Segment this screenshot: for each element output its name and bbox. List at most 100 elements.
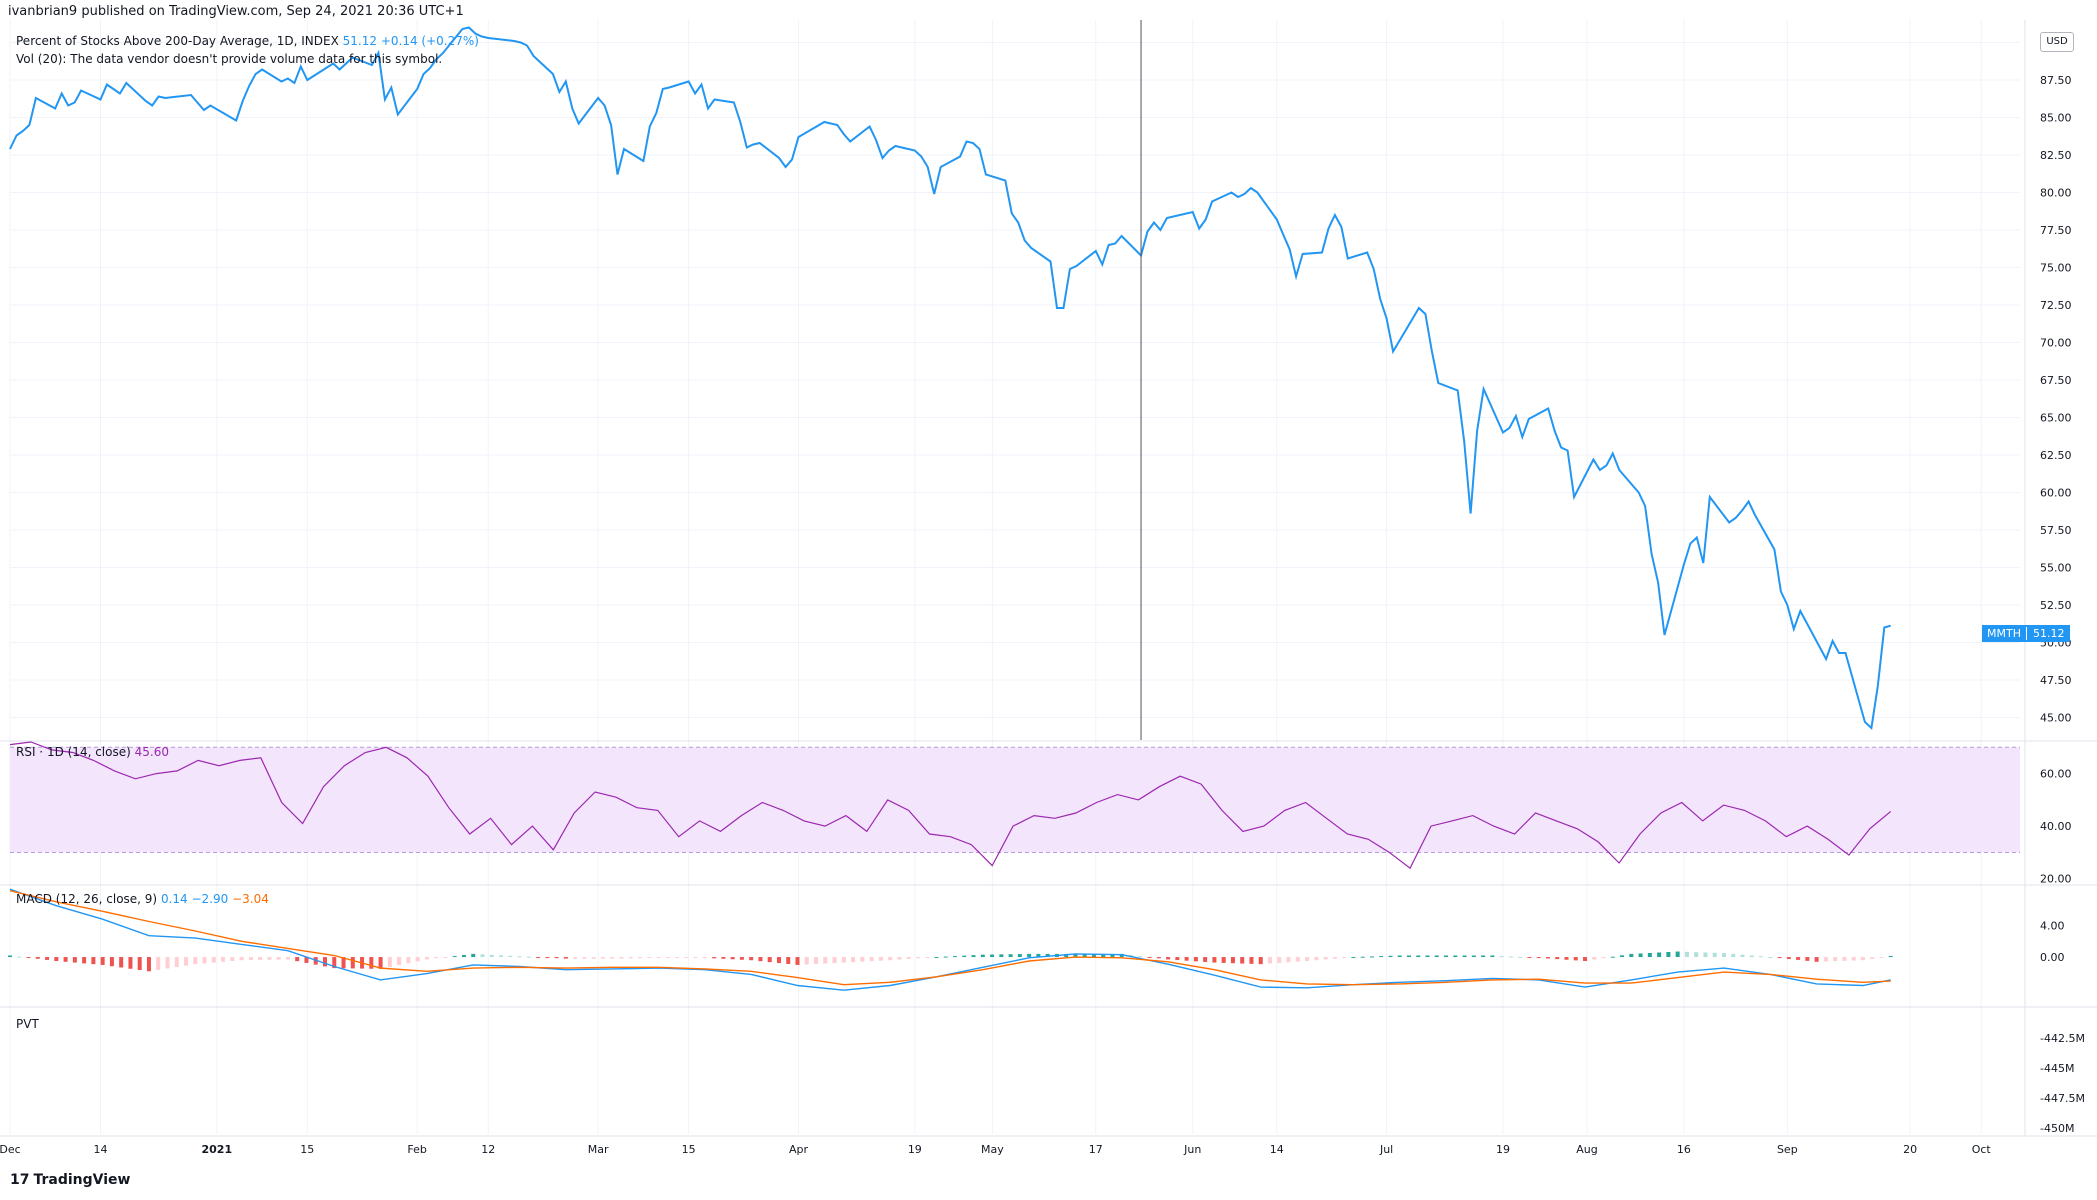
time-tick-label: Mar — [588, 1143, 609, 1156]
macd-histogram-bar — [202, 957, 207, 964]
macd-histogram-bar — [461, 955, 466, 958]
macd-histogram-bar — [26, 957, 31, 959]
macd-histogram-bar — [1397, 955, 1402, 958]
time-tick-label: Sep — [1777, 1143, 1798, 1156]
rsi-tick-label: 20.00 — [2040, 873, 2072, 886]
macd-histogram-bar — [962, 955, 967, 958]
macd-histogram-bar — [943, 956, 948, 958]
macd-histogram-bar — [267, 957, 272, 960]
time-tick-label: 15 — [682, 1143, 696, 1156]
macd-histogram-bar — [702, 957, 707, 959]
currency-button[interactable]: USD — [2040, 32, 2074, 52]
main-legend-change: +0.14 (+0.27%) — [380, 34, 479, 48]
macd-histogram-bar — [1545, 957, 1550, 959]
macd-histogram-bar — [109, 957, 114, 967]
macd-histogram-bar — [1823, 957, 1828, 962]
macd-histogram-bar — [1156, 957, 1161, 959]
macd-histogram-bar — [536, 957, 541, 959]
macd-histogram-bar — [1629, 953, 1634, 958]
macd-histogram-bar — [1536, 957, 1541, 959]
macd-histogram-bar — [610, 957, 615, 959]
macd-histogram-bar — [990, 954, 995, 958]
macd-histogram-bar — [100, 957, 105, 965]
macd-histogram-bar — [693, 957, 698, 959]
rsi-legend[interactable]: RSI · 1D (14, close) 45.60 — [16, 745, 169, 759]
macd-legend[interactable]: MACD (12, 26, close, 9) 0.14 −2.90 −3.04 — [16, 892, 269, 906]
time-tick-label: 14 — [1270, 1143, 1284, 1156]
time-tick-label: May — [981, 1143, 1004, 1156]
macd-histogram-bar — [54, 957, 59, 961]
macd-histogram-bar — [814, 957, 819, 964]
macd-histogram-bar — [443, 957, 448, 959]
macd-histogram-bar — [980, 954, 985, 958]
macd-histogram-bar — [1851, 957, 1856, 961]
macd-histogram-bar — [1416, 955, 1421, 958]
macd-histogram-bar — [1082, 953, 1087, 958]
macd-histogram-bar — [1768, 957, 1773, 959]
macd-histogram-bar — [1786, 957, 1791, 959]
macd-histogram-bar — [184, 957, 189, 966]
pvt-tick-label: -447.5M — [2040, 1092, 2085, 1105]
macd-histogram-bar — [406, 957, 411, 964]
macd-histogram-bar — [387, 957, 392, 967]
main-legend[interactable]: Percent of Stocks Above 200-Day Average,… — [16, 34, 479, 48]
pvt-legend[interactable]: PVT — [16, 1017, 39, 1031]
time-tick-label: 2021 — [202, 1143, 233, 1156]
time-tick-label: Jun — [1183, 1143, 1201, 1156]
macd-histogram-bar — [221, 957, 226, 962]
macd-histogram-bar — [1731, 953, 1736, 958]
macd-histogram-bar — [471, 953, 476, 958]
macd-histogram-bar — [934, 957, 939, 959]
pvt-legend-label: PVT — [16, 1017, 39, 1031]
macd-histogram-bar — [749, 957, 754, 961]
macd-histogram-bar — [1212, 957, 1217, 963]
rsi-legend-value: 45.60 — [134, 745, 169, 759]
time-x-axis[interactable]: Dec 14 2021 15 Feb 12 Mar 15 Apr 19 May 17 Jun 14 Jul 1… — [0, 1143, 1991, 1156]
macd-histogram-bar — [638, 957, 643, 959]
price-tick-label: 77.50 — [2040, 224, 2072, 237]
last-price-value: 51.12 — [2032, 627, 2065, 640]
rsi-legend-label: RSI · 1D (14, close) — [16, 745, 131, 759]
macd-histogram-bar — [1527, 957, 1532, 959]
macd-histogram-bar — [323, 957, 328, 967]
macd-histogram-bar — [295, 957, 300, 962]
macd-histogram-bar — [841, 957, 846, 963]
price-tick-label: 60.00 — [2040, 487, 2072, 500]
time-tick-label: Dec — [0, 1143, 21, 1156]
price-y-axis[interactable]: 90.0087.5085.0082.5080.0077.5075.0072.50… — [2040, 37, 2072, 725]
pvt-y-axis[interactable]: -442.5M -445M -447.5M -450M — [2040, 1032, 2085, 1135]
macd-histogram-bar — [675, 957, 680, 959]
macd-histogram-bar — [1175, 957, 1180, 961]
macd-histogram-bar — [1305, 957, 1310, 961]
time-tick-label: 20 — [1903, 1143, 1917, 1156]
macd-histogram-bar — [1675, 951, 1680, 958]
vol-legend[interactable]: Vol (20): The data vendor doesn't provid… — [16, 52, 442, 66]
macd-histogram-bar — [1666, 952, 1671, 958]
macd-histogram-bar — [1369, 956, 1374, 958]
macd-histogram-bar — [304, 957, 309, 963]
rsi-y-axis[interactable]: 60.00 40.00 20.00 — [2040, 768, 2072, 886]
rsi-band — [10, 747, 2020, 853]
tradingview-logo[interactable]: 17 TradingView — [10, 1172, 130, 1188]
macd-histogram-bar — [665, 957, 670, 959]
macd-histogram-bar — [1073, 953, 1078, 958]
macd-histogram-bar — [1703, 952, 1708, 958]
macd-histogram-bar — [1759, 956, 1764, 958]
macd-histogram-bar — [8, 955, 12, 958]
main-legend-value: 51.12 — [342, 34, 377, 48]
macd-histogram-bar — [971, 955, 976, 958]
last-price-label: MMTH 51.12 — [1982, 625, 2071, 642]
macd-y-axis[interactable]: 4.00 0.00 — [2040, 919, 2065, 964]
macd-histogram-bar — [721, 957, 726, 959]
vol-legend-note: Vol (20): The data vendor doesn't provid… — [16, 52, 443, 66]
macd-histogram-bar — [35, 957, 40, 959]
macd-histogram-bar — [434, 957, 439, 959]
macd-histogram-bar — [1490, 955, 1495, 958]
macd-histogram-bar — [832, 957, 837, 964]
pvt-tick-label: -450M — [2040, 1122, 2074, 1135]
macd-histogram-bar — [1555, 957, 1560, 960]
macd-histogram-bar — [452, 956, 457, 958]
macd-histogram-bar — [1721, 953, 1726, 958]
macd-histogram-bar — [1101, 953, 1106, 958]
macd-histogram-bar — [489, 954, 494, 958]
